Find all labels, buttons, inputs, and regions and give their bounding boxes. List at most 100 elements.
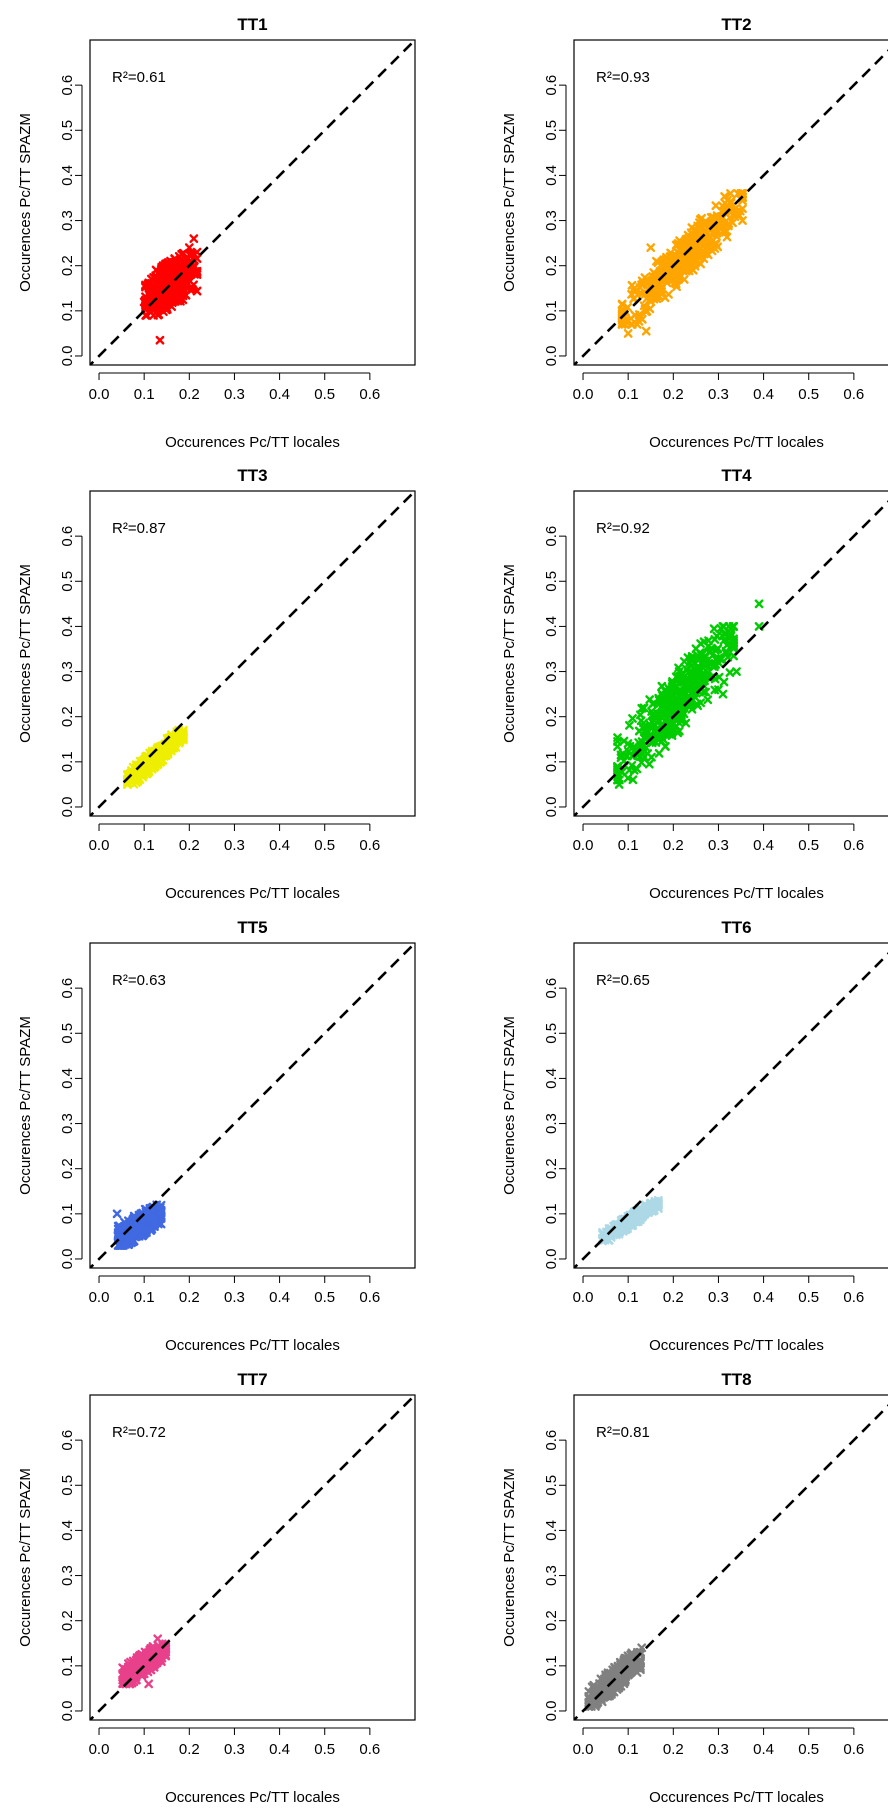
data-point bbox=[653, 1198, 663, 1208]
x-tick-label: 0.0 bbox=[573, 1741, 594, 1758]
x-tick-label: 0.6 bbox=[843, 1741, 864, 1758]
data-point bbox=[674, 726, 684, 736]
data-point bbox=[679, 681, 689, 690]
x-axis-label: Occurences Pc/TT locales bbox=[649, 1337, 824, 1354]
data-point bbox=[671, 672, 681, 682]
x-tick-label: 0.5 bbox=[798, 1289, 819, 1306]
y-tick-label: 0.3 bbox=[543, 1565, 560, 1586]
y-tick-label: 0.6 bbox=[59, 75, 76, 96]
y-axis: 0.0 0.1 0.2 0.3 0.4 0.5 0.6 bbox=[543, 526, 567, 817]
r-squared-label: R²=0.92 bbox=[596, 520, 650, 537]
data-point bbox=[711, 201, 721, 211]
x-tick-label: 0.5 bbox=[798, 837, 819, 854]
x-tick-label: 0.1 bbox=[134, 1741, 155, 1758]
data-point bbox=[625, 1214, 635, 1224]
data-point bbox=[169, 264, 179, 274]
y-axis-label: Occurences Pc/TT SPAZM bbox=[501, 1468, 518, 1647]
reference-line bbox=[574, 49, 888, 365]
data-point bbox=[701, 687, 711, 697]
data-point bbox=[672, 688, 682, 697]
data-point bbox=[613, 733, 622, 743]
data-point bbox=[628, 714, 637, 723]
x-axis-label: Occurences Pc/TT locales bbox=[649, 1789, 824, 1806]
data-point bbox=[584, 1687, 594, 1696]
r-squared-label: R²=0.87 bbox=[112, 520, 166, 537]
data-point bbox=[167, 287, 177, 297]
y-tick-label: 0.5 bbox=[543, 1475, 560, 1496]
x-tick-label: 0.4 bbox=[753, 1741, 774, 1758]
y-tick-label: 0.2 bbox=[59, 1610, 76, 1631]
r-squared-label: R²=0.72 bbox=[112, 1424, 166, 1441]
y-axis: 0.0 0.1 0.2 0.3 0.4 0.5 0.6 bbox=[59, 526, 83, 817]
y-tick-label: 0.4 bbox=[59, 616, 76, 637]
data-point bbox=[720, 198, 730, 208]
y-tick-label: 0.0 bbox=[543, 1701, 560, 1722]
data-point bbox=[728, 641, 738, 650]
data-point bbox=[721, 225, 731, 235]
data-point bbox=[699, 637, 709, 647]
y-tick-label: 0.4 bbox=[543, 1068, 560, 1089]
x-tick-label: 0.3 bbox=[224, 1741, 245, 1758]
data-point bbox=[625, 765, 634, 775]
reference-line bbox=[90, 1395, 415, 1720]
data-point bbox=[614, 780, 624, 789]
data-point bbox=[161, 747, 171, 756]
data-point bbox=[116, 1224, 125, 1234]
y-tick-label: 0.6 bbox=[543, 75, 560, 96]
data-point bbox=[601, 1670, 610, 1680]
y-axis: 0.0 0.1 0.2 0.3 0.4 0.5 0.6 bbox=[543, 75, 567, 367]
data-point bbox=[130, 1226, 140, 1236]
data-point bbox=[634, 726, 644, 736]
y-tick-label: 0.0 bbox=[543, 346, 560, 367]
data-point bbox=[688, 690, 698, 700]
y-tick-label: 0.2 bbox=[59, 1158, 76, 1179]
data-point bbox=[712, 231, 721, 241]
y-tick-label: 0.4 bbox=[543, 616, 560, 637]
y-tick-label: 0.0 bbox=[543, 1249, 560, 1270]
y-axis-label: Occurences Pc/TT SPAZM bbox=[501, 564, 518, 743]
data-points bbox=[584, 1643, 647, 1711]
data-point bbox=[710, 662, 719, 672]
plot-frame bbox=[89, 942, 416, 1269]
x-tick-label: 0.6 bbox=[843, 386, 864, 403]
data-point bbox=[702, 248, 712, 258]
y-tick-label: 0.4 bbox=[543, 165, 560, 186]
plot-frame bbox=[89, 1394, 416, 1721]
data-point bbox=[154, 269, 164, 279]
chart-title: TT5 bbox=[237, 918, 267, 937]
x-tick-label: 0.2 bbox=[179, 1289, 200, 1306]
x-tick-label: 0.1 bbox=[618, 386, 639, 403]
x-tick-label: 0.4 bbox=[753, 1289, 774, 1306]
data-point bbox=[156, 757, 166, 767]
y-tick-label: 0.4 bbox=[543, 1520, 560, 1541]
data-point bbox=[693, 701, 703, 711]
data-point bbox=[139, 297, 149, 307]
y-tick-label: 0.6 bbox=[59, 978, 76, 999]
data-point bbox=[168, 295, 178, 304]
data-point bbox=[722, 648, 732, 657]
data-point bbox=[623, 329, 633, 338]
data-point bbox=[703, 218, 713, 228]
y-tick-label: 0.1 bbox=[543, 300, 560, 321]
data-point bbox=[639, 703, 649, 713]
data-point bbox=[156, 278, 166, 288]
data-point bbox=[627, 1655, 637, 1665]
y-axis-label: Occurences Pc/TT SPAZM bbox=[501, 113, 518, 292]
data-point bbox=[714, 672, 724, 682]
data-point bbox=[639, 733, 649, 743]
y-axis-label: Occurences Pc/TT SPAZM bbox=[501, 1016, 518, 1195]
r-squared-label: R²=0.63 bbox=[112, 972, 166, 989]
data-point bbox=[629, 293, 639, 303]
data-point bbox=[641, 326, 651, 336]
y-tick-label: 0.6 bbox=[543, 978, 560, 999]
data-point bbox=[632, 319, 642, 329]
y-tick-label: 0.3 bbox=[543, 210, 560, 231]
data-point bbox=[636, 716, 646, 726]
x-tick-label: 0.3 bbox=[224, 837, 245, 854]
data-point bbox=[721, 227, 730, 237]
